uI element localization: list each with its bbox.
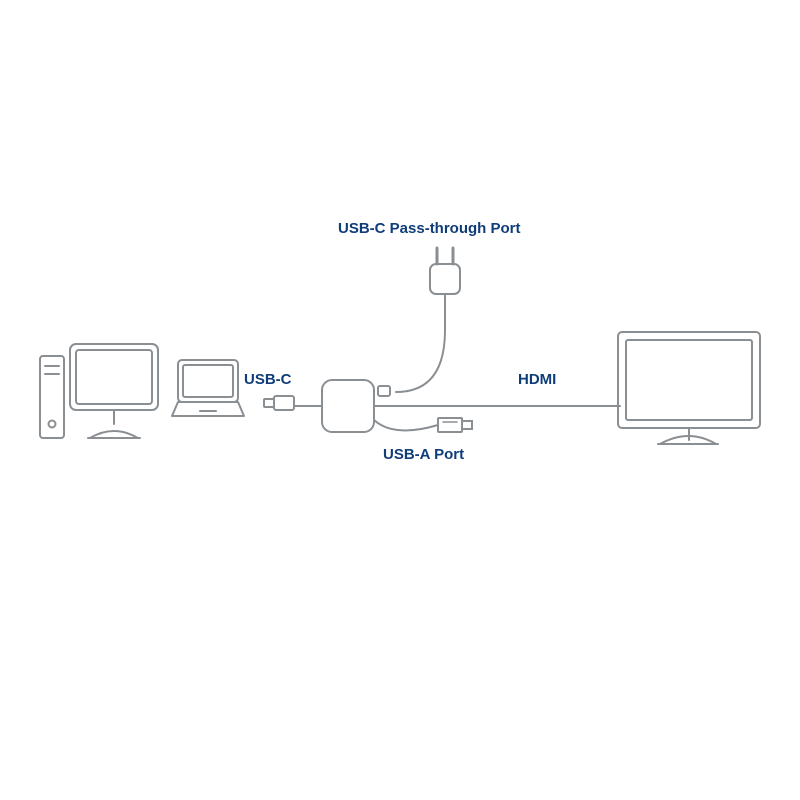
laptop-icon — [178, 360, 238, 402]
tv-icon — [618, 332, 760, 428]
desktop-tower-icon — [40, 356, 64, 438]
usb-a-plug-icon — [438, 418, 462, 432]
label-usbc: USB-C — [244, 371, 292, 388]
connection-diagram — [0, 0, 800, 800]
desktop-monitor-icon — [70, 344, 158, 410]
usb-c-plug-icon — [274, 396, 294, 410]
label-hdmi: HDMI — [518, 371, 556, 388]
diagram-canvas: USB-C Pass-through Port USB-C HDMI USB-A… — [0, 0, 800, 800]
passthrough-cable — [396, 294, 445, 392]
usb-a-cable — [374, 420, 438, 430]
label-usbc-passthrough: USB-C Pass-through Port — [338, 220, 521, 237]
usb-c-passthrough-plug-icon — [378, 386, 390, 396]
power-plug-icon — [430, 264, 460, 294]
label-usba-port: USB-A Port — [383, 446, 464, 463]
usb-c-hub-icon — [322, 380, 374, 432]
